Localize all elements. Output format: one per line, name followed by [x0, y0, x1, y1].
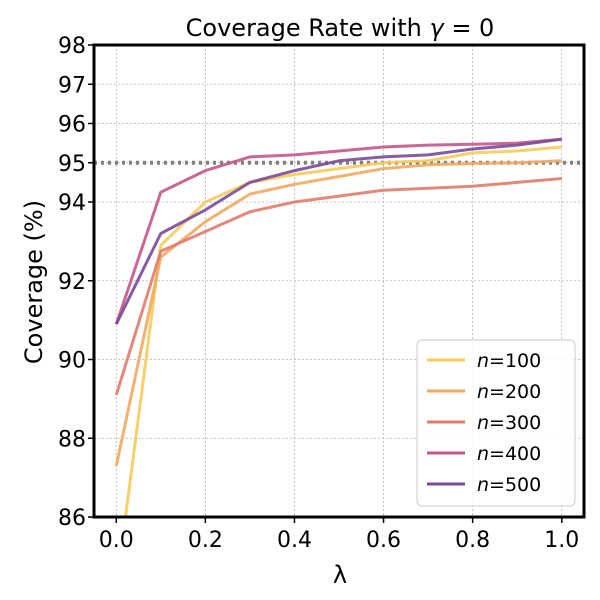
legend-label-4: n=500 — [477, 474, 541, 496]
chart-title-prefix: Coverage Rate with — [186, 14, 430, 42]
x-tick-label-1: 0.2 — [188, 528, 223, 553]
series-line-n-400 — [114, 137, 562, 325]
x-tick-label-3: 0.6 — [366, 528, 401, 553]
series-line-n-300 — [114, 177, 562, 396]
x-axis-label: λ — [333, 561, 347, 589]
series-line-n-500 — [114, 137, 562, 325]
legend-box — [416, 339, 576, 507]
x-tick-label-5: 1.0 — [544, 528, 579, 553]
y-tick-label-3: 92 — [58, 270, 86, 295]
series-lines — [114, 137, 562, 517]
y-tick-label-0: 86 — [58, 506, 86, 531]
y-tick-label-6: 96 — [58, 113, 86, 138]
y-tick-label-4: 94 — [58, 191, 86, 216]
chart-title: Coverage Rate with γ = 0 — [186, 14, 495, 42]
x-tick-label-0: 0.0 — [99, 528, 134, 553]
axis-ticks: 0.0 0.2 0.4 0.6 0.8 1.0 86 88 90 92 94 95 96 97 98 — [58, 34, 579, 553]
y-tick-label-2: 90 — [58, 349, 86, 374]
series-line-n-200 — [114, 159, 562, 467]
chart-title-symbol: γ — [429, 14, 445, 42]
y-tick-label-1: 88 — [58, 427, 86, 452]
y-axis-label: Coverage (%) — [20, 200, 48, 364]
legend-label-1: n=200 — [477, 381, 541, 403]
legend: n=100 n=200 n=300 n=400 n=500 — [416, 339, 576, 507]
x-tick-label-4: 0.8 — [455, 528, 490, 553]
y-tick-label-7: 97 — [58, 73, 86, 98]
y-tick-label-8: 98 — [58, 34, 86, 59]
legend-label-3: n=400 — [477, 443, 541, 465]
legend-label-0: n=100 — [477, 350, 541, 372]
y-tick-label-5: 95 — [58, 152, 86, 177]
legend-label-2: n=300 — [477, 412, 541, 434]
chart-title-suffix: = 0 — [444, 14, 495, 42]
x-tick-label-2: 0.4 — [277, 528, 312, 553]
